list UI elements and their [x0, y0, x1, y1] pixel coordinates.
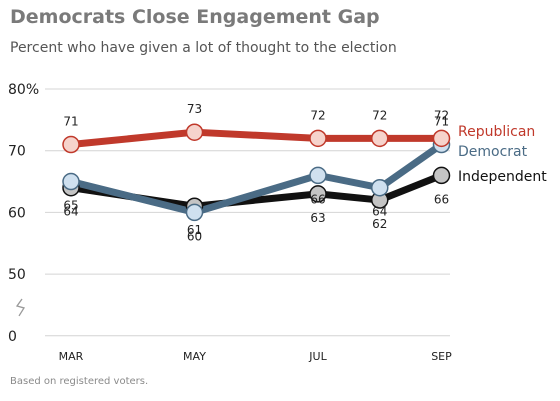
data-label-independent: 64 — [63, 205, 78, 219]
grid-lines — [45, 88, 450, 337]
data-label-democrat: 60 — [187, 229, 202, 243]
data-point-republican — [185, 123, 204, 141]
x-axis: MAR MAY JUL SEP — [59, 350, 452, 363]
legend-label-republican: Republican — [458, 124, 535, 140]
x-tick-label: SEP — [431, 350, 452, 363]
legend-label-independent: Independent — [458, 169, 547, 185]
data-label-democrat: 71 — [434, 115, 449, 129]
x-tick-label: MAR — [59, 350, 84, 363]
data-labels: 71 73 72 72 72 65 60 66 64 71 64 61 63 62 66 — [63, 102, 449, 243]
data-label-independent: 63 — [310, 211, 325, 225]
data-point-republican — [309, 129, 327, 148]
data-label-democrat: 64 — [372, 205, 387, 219]
axis-break-icon — [15, 298, 26, 317]
x-tick-label: MAY — [183, 350, 206, 363]
data-label-republican: 72 — [310, 108, 325, 122]
data-point-republican — [371, 129, 389, 148]
y-tick-label: 70 — [8, 144, 26, 160]
data-label-independent: 61 — [187, 223, 202, 237]
y-tick-label: 60 — [8, 205, 26, 221]
data-label-republican: 72 — [434, 108, 449, 122]
data-point-democrat — [62, 172, 80, 191]
x-tick-label: JUL — [308, 350, 327, 363]
source-note: Based on registered voters. — [10, 376, 149, 387]
legend: Republican Democrat Independent — [458, 124, 547, 185]
data-point-republican — [432, 129, 451, 148]
y-tick-label: 50 — [8, 267, 26, 283]
data-point-independent — [309, 185, 327, 203]
y-tick-label: 80% — [8, 82, 39, 98]
data-label-republican: 71 — [63, 115, 78, 129]
data-label-independent: 62 — [372, 217, 387, 231]
series-lines — [62, 123, 451, 222]
y-tick-label: 0 — [8, 329, 17, 345]
data-label-democrat: 66 — [310, 192, 325, 206]
y-axis: 80% 70 60 50 0 — [8, 82, 39, 345]
data-point-democrat — [309, 166, 327, 185]
data-point-democrat — [371, 178, 389, 197]
data-point-republican — [62, 135, 80, 154]
data-label-democrat: 65 — [63, 199, 78, 213]
chart-title: Democrats Close Engagement Gap — [10, 6, 380, 28]
data-label-independent: 66 — [434, 192, 449, 206]
data-point-independent — [432, 166, 451, 185]
data-label-republican: 73 — [187, 102, 202, 116]
legend-label-democrat: Democrat — [458, 144, 528, 160]
data-label-republican: 72 — [372, 108, 387, 122]
data-point-democrat — [185, 203, 204, 222]
chart-subtitle: Percent who have given a lot of thought … — [10, 40, 397, 56]
